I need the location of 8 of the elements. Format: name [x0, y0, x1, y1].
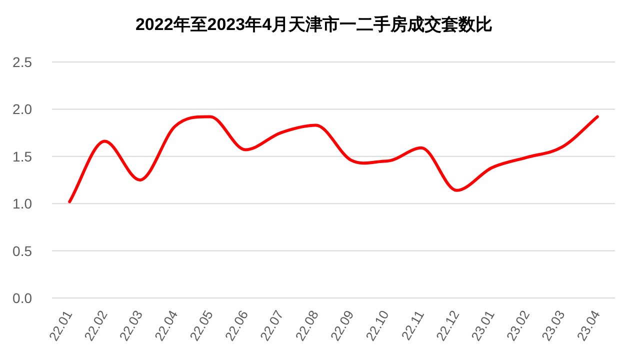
- y-tick-label: 2.0: [12, 101, 32, 118]
- y-tick-label: 0.5: [12, 242, 32, 259]
- y-tick-label: 1.0: [12, 196, 32, 212]
- y-tick-label: 2.5: [12, 54, 32, 70]
- y-tick-label: 0.0: [12, 290, 32, 306]
- y-tick-label: 1.5: [12, 148, 32, 164]
- chart-title: 2022年至2023年4月天津市一二手房成交套数比: [135, 15, 493, 34]
- line-series: [68, 115, 599, 204]
